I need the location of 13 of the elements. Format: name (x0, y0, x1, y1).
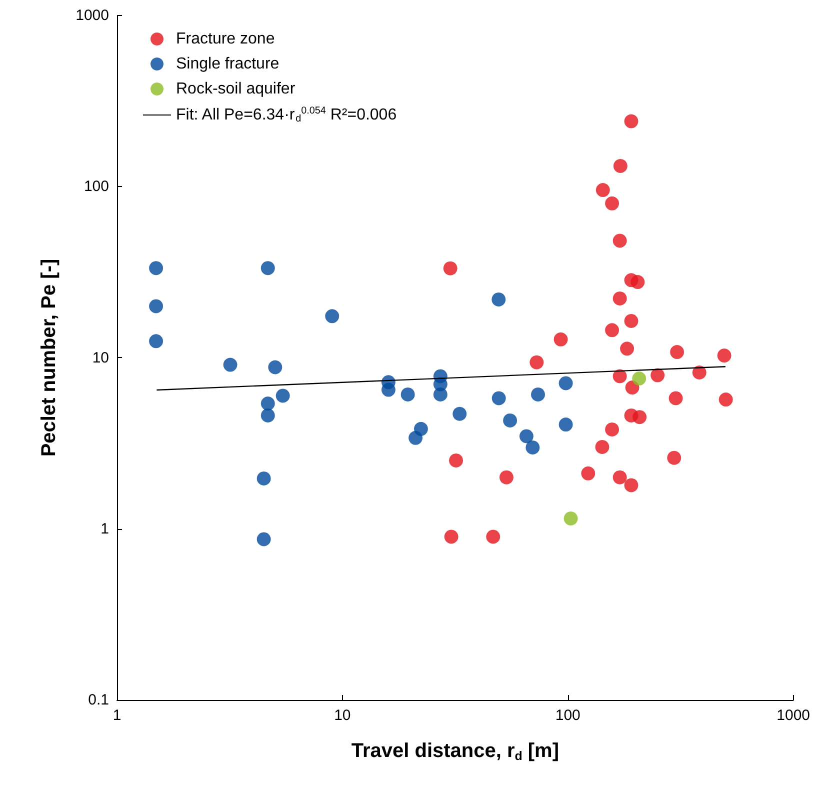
legend-label: Rock-soil aquifer (176, 80, 296, 98)
legend-label: Fracture zone (176, 30, 275, 48)
x-tick-label: 100 (555, 707, 580, 724)
y-tick-label: 10 (92, 349, 109, 366)
y-tick-label: 1 (100, 520, 109, 538)
x-tick-label: 10 (334, 707, 351, 724)
legend-label: Single fracture (176, 56, 280, 72)
x-tick-label: 1000 (776, 707, 810, 724)
y-tick-label: 1000 (76, 7, 109, 24)
y-tick-label: 100 (84, 178, 109, 196)
y-tick-label: 0.1 (88, 692, 109, 708)
y-axis-title: Peclet number, Pe [-] (38, 258, 60, 457)
x-tick-label: 1 (112, 707, 122, 724)
